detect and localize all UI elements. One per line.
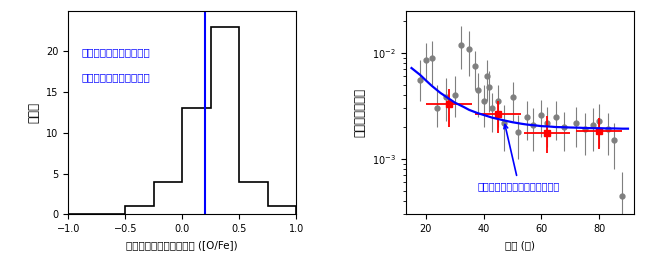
Text: 円盤状に分布する場合のモデル: 円盤状に分布する場合のモデル [478,125,560,191]
X-axis label: 銀緯 (度): 銀緯 (度) [505,240,535,250]
Text: 主とする元素組成モデル: 主とする元素組成モデル [82,72,151,82]
X-axis label: 鉄に対する酸素の存在比 ([O/Fe]): 鉄に対する酸素の存在比 ([O/Fe]) [127,240,238,250]
Y-axis label: 観測数: 観測数 [27,102,40,123]
Y-axis label: 放射強度の指標: 放射強度の指標 [354,88,367,137]
Text: 大質量星の超新星爆発を: 大質量星の超新星爆発を [82,47,151,57]
